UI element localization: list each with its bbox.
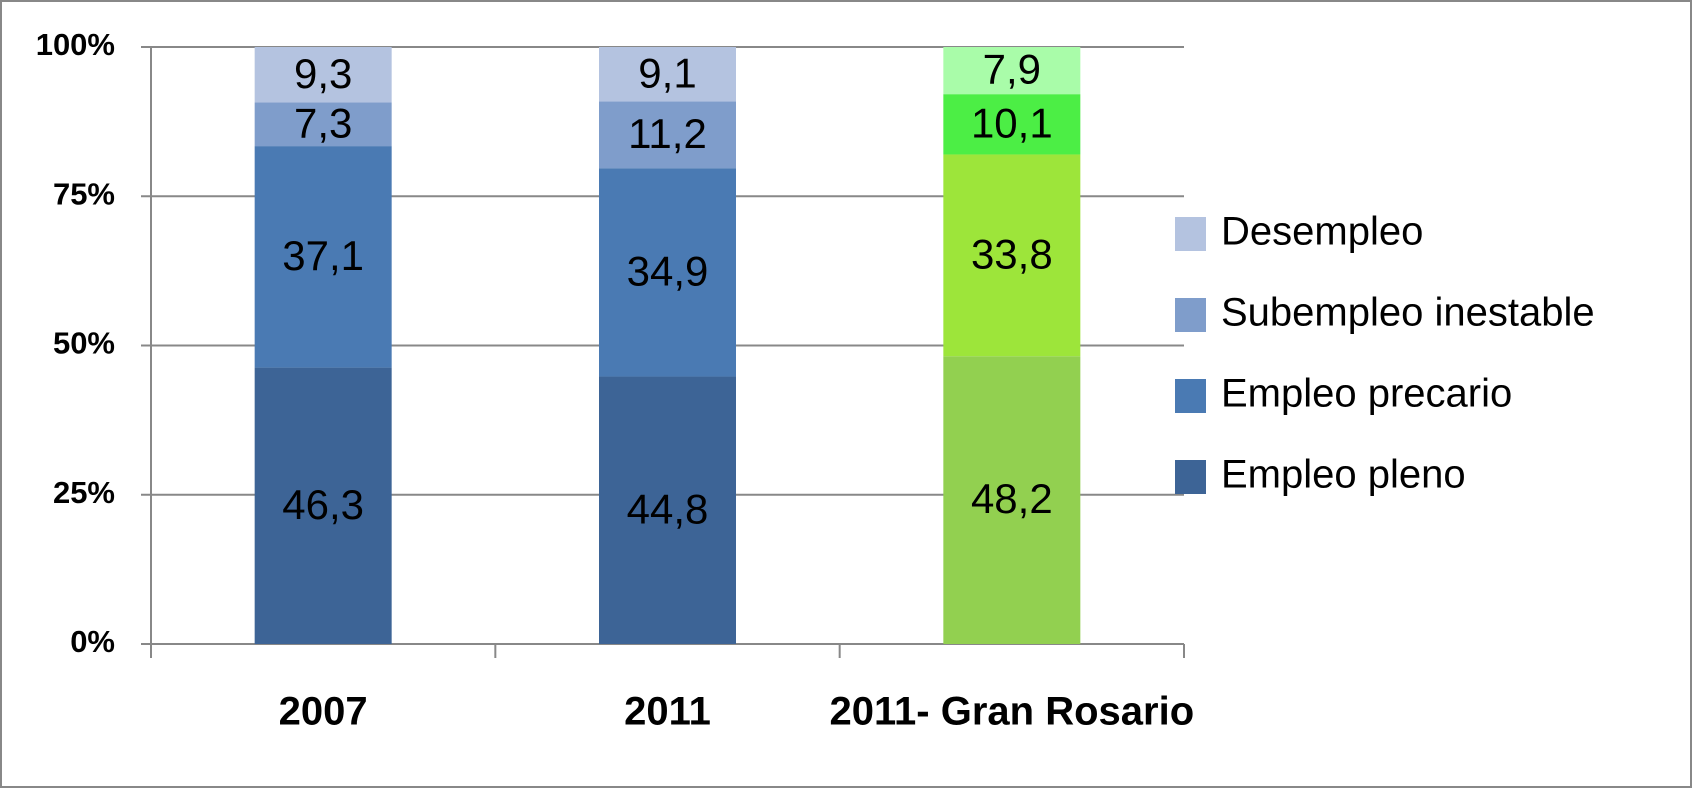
x-tick-label: 2007: [279, 690, 368, 734]
legend-label: Desempleo: [1221, 210, 1423, 254]
bar-segment: [943, 47, 1081, 95]
bar-segment: [599, 101, 736, 169]
bar-segment: [943, 356, 1081, 644]
value-label: 33,8: [971, 230, 1053, 277]
y-tick-label: 25%: [53, 475, 115, 510]
legend-swatch: [1175, 379, 1206, 413]
bar-segment: [254, 367, 392, 644]
value-label: 34,9: [627, 247, 709, 294]
legend-swatch: [1175, 298, 1206, 332]
legend-label: Empleo precario: [1221, 372, 1512, 416]
value-label: 37,1: [282, 232, 364, 279]
value-label: 11,2: [628, 110, 707, 157]
y-tick-label: 50%: [53, 326, 115, 361]
bar-segment: [254, 146, 392, 368]
y-tick-label: 100%: [36, 27, 115, 62]
y-tick-label: 75%: [53, 176, 115, 211]
value-label: 44,8: [627, 485, 709, 532]
bar-segment: [599, 168, 736, 377]
bar-segment: [599, 47, 736, 102]
legend-label: Empleo pleno: [1221, 453, 1466, 497]
bar-segment: [943, 154, 1081, 357]
value-label: 9,1: [638, 49, 696, 96]
value-label: 10,1: [971, 99, 1053, 146]
value-label: 46,3: [282, 481, 364, 528]
bar-segment: [599, 376, 736, 644]
value-label: 7,3: [294, 99, 352, 146]
legend-label: Subempleo inestable: [1221, 291, 1595, 335]
legend-swatch: [1175, 217, 1206, 251]
value-label: 48,2: [971, 475, 1053, 522]
y-tick-label: 0%: [70, 624, 115, 659]
x-tick-label: 2011- Gran Rosario: [830, 690, 1195, 734]
bar-segment: [943, 94, 1081, 155]
value-label: 9,3: [294, 50, 352, 97]
legend-swatch: [1175, 460, 1206, 494]
value-label: 7,9: [983, 46, 1041, 93]
bar-segment: [254, 47, 392, 103]
bar-segment: [254, 102, 392, 147]
x-tick-label: 2011: [624, 690, 711, 734]
